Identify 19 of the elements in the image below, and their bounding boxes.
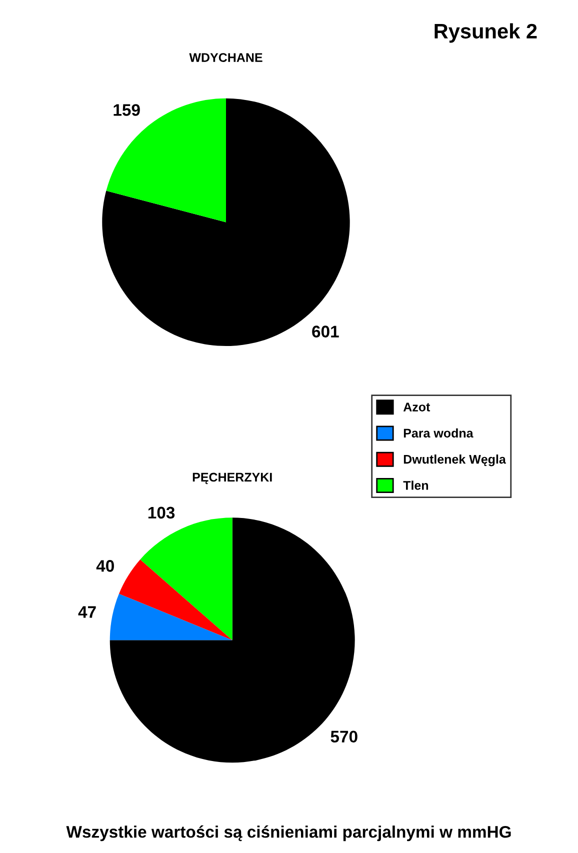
pie-slice <box>106 98 226 222</box>
data-label: 103 <box>148 506 175 519</box>
legend-label: Tlen <box>403 480 428 490</box>
text: Rysunek 2 <box>434 23 537 43</box>
legend-label: Azot <box>403 402 430 412</box>
pie-slice <box>110 594 232 640</box>
text: Wszystkie wartości są ciśnieniami parcjalnymi w mmHG <box>66 825 511 842</box>
chart-title: WDYCHANE <box>189 53 262 62</box>
pie-slice <box>140 518 232 640</box>
data-label: 47 <box>78 606 96 618</box>
data-label: 159 <box>114 104 140 116</box>
pie-slice <box>102 98 350 346</box>
data-label: 40 <box>96 560 114 572</box>
legend-label: Para wodna <box>404 428 474 438</box>
pie-slice <box>118 559 232 640</box>
text: PĘCHERZYKI <box>192 472 272 484</box>
legend-label: Dwutlenek Węgla <box>404 454 506 466</box>
data-label: 570 <box>330 730 358 743</box>
data-label: 601 <box>312 326 339 338</box>
